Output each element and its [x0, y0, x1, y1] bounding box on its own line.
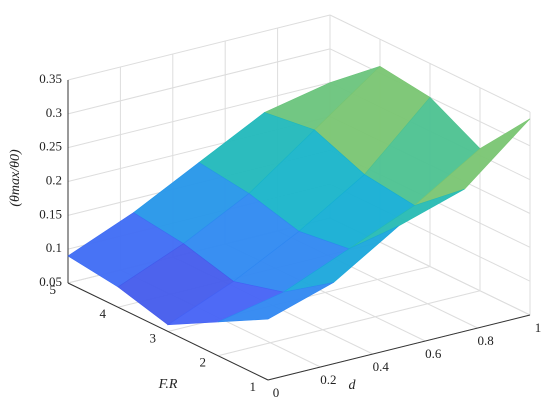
z-tick-label: 0.35 [39, 71, 62, 86]
y-axis-label: F.R [158, 377, 178, 392]
z-axis-label: (θmax/θ0) [8, 149, 23, 207]
y-tick-label: 2 [200, 355, 207, 370]
x-tick-label: 0.6 [425, 346, 442, 361]
y-tick-label: 4 [100, 306, 107, 321]
z-tick-label: 0.05 [39, 274, 62, 289]
axis-line [67, 282, 269, 381]
y-tick-label: 5 [50, 282, 57, 297]
z-tick-label: 0.15 [39, 206, 62, 221]
axis-line [267, 314, 531, 381]
grid-line [67, 48, 331, 115]
z-tick-label: 0.3 [46, 105, 62, 120]
z-tick-label: 0.1 [46, 240, 62, 255]
grid-line [67, 82, 331, 149]
z-tick-label: 0.25 [39, 139, 62, 154]
x-axis-label: d [349, 378, 357, 393]
grid-line [217, 290, 481, 357]
surface-patch [217, 282, 334, 323]
x-tick-label: 1 [535, 320, 542, 335]
y-tick-label: 1 [250, 379, 257, 394]
grid-line [67, 14, 331, 81]
x-tick-label: 0.4 [373, 359, 390, 374]
x-tick-label: 0.8 [477, 333, 493, 348]
x-tick-label: 0.2 [320, 372, 336, 387]
z-tick-label: 0.2 [46, 172, 62, 187]
y-tick-label: 3 [150, 330, 157, 345]
x-tick-label: 0 [273, 385, 280, 400]
